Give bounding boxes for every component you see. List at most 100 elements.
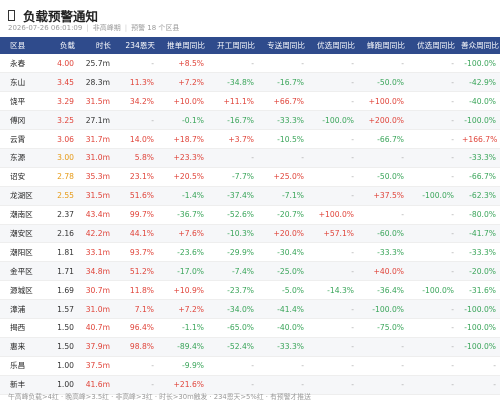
cell: -36.7% bbox=[158, 205, 208, 225]
cell: - bbox=[408, 337, 458, 357]
table-row: 金平区 1.71 34.8m 51.2% -17.0% -7.4% -25.0% - +40.0… bbox=[0, 261, 500, 282]
cell: 3.25 bbox=[44, 110, 78, 131]
cell: +200.0% bbox=[358, 110, 408, 131]
cell: - bbox=[458, 375, 500, 395]
column-header: 234恩天 bbox=[114, 37, 158, 54]
cell: 2.37 bbox=[44, 205, 78, 225]
table-row: 漳浦 1.57 31.0m 7.1% +7.2% -34.0% -41.4% - -100.0%… bbox=[0, 299, 500, 319]
cell: - bbox=[408, 167, 458, 187]
district: 源城区 bbox=[0, 280, 44, 301]
cell: 37.9m bbox=[78, 337, 114, 357]
cell: - bbox=[408, 205, 458, 225]
cell: 44.1% bbox=[114, 224, 158, 244]
cell: - bbox=[308, 337, 358, 357]
cell: -62.3% bbox=[458, 186, 500, 206]
cell: +20.5% bbox=[158, 167, 208, 187]
cell: - bbox=[308, 91, 358, 112]
district: 惠来 bbox=[0, 337, 44, 357]
cell: -100.0% bbox=[408, 280, 458, 301]
cell: +7.2% bbox=[158, 299, 208, 319]
column-header: 专送周同比 bbox=[258, 37, 308, 54]
cell: -41.4% bbox=[258, 299, 308, 319]
cell: +66.7% bbox=[258, 91, 308, 112]
district: 漳浦 bbox=[0, 299, 44, 319]
cell: +8.5% bbox=[158, 54, 208, 74]
cell: 3.06 bbox=[44, 129, 78, 149]
cell: -75.0% bbox=[358, 318, 408, 338]
table-row: 东源 3.00 31.0m 5.8% +23.3% - - - - - -33.3% bbox=[0, 148, 500, 168]
cell: +100.0% bbox=[358, 91, 408, 112]
table-row: 乐昌 1.00 37.5m - -9.9% - - - - - - bbox=[0, 356, 500, 376]
cell: - bbox=[208, 356, 258, 376]
cell: - bbox=[258, 148, 308, 168]
subtitle: 2026-07-26 06:01:09 | 非高峰期 | 预警 18 个区县 bbox=[8, 24, 180, 32]
cell: +10.9% bbox=[158, 280, 208, 301]
cell: -25.0% bbox=[258, 261, 308, 282]
cell: 5.8% bbox=[114, 148, 158, 168]
cell: -37.4% bbox=[208, 186, 258, 206]
district: 龙湖区 bbox=[0, 186, 44, 206]
district: 新丰 bbox=[0, 375, 44, 395]
cell: -100.0% bbox=[458, 299, 500, 319]
cell: +7.2% bbox=[158, 72, 208, 93]
table-row: 龙湖区 2.55 31.5m 51.6% -1.4% -37.4% -7.1% - +37.5%… bbox=[0, 186, 500, 206]
cell: 1.57 bbox=[44, 299, 78, 319]
column-header: 时长 bbox=[78, 37, 114, 54]
cell: +7.6% bbox=[158, 224, 208, 244]
cell: -100.0% bbox=[458, 110, 500, 131]
cell: 34.2% bbox=[114, 91, 158, 112]
cell: 11.8% bbox=[114, 280, 158, 301]
cell: - bbox=[308, 356, 358, 376]
cell: 4.00 bbox=[44, 54, 78, 74]
cell: 2.78 bbox=[44, 167, 78, 187]
cell: 28.3m bbox=[78, 72, 114, 93]
cell: - bbox=[408, 54, 458, 74]
district: 揭西 bbox=[0, 318, 44, 338]
cell: - bbox=[308, 72, 358, 93]
cell: - bbox=[114, 110, 158, 131]
cell: 96.4% bbox=[114, 318, 158, 338]
district: 金平区 bbox=[0, 261, 44, 282]
cell: +10.0% bbox=[158, 91, 208, 112]
cell: - bbox=[408, 356, 458, 376]
cell: -7.7% bbox=[208, 167, 258, 187]
cell: -40.0% bbox=[258, 318, 308, 338]
cell: 99.7% bbox=[114, 205, 158, 225]
district: 东源 bbox=[0, 148, 44, 168]
cell: -33.3% bbox=[258, 337, 308, 357]
cell: - bbox=[308, 318, 358, 338]
cell: -9.9% bbox=[158, 356, 208, 376]
cell: -34.8% bbox=[208, 72, 258, 93]
cell: 31.7m bbox=[78, 129, 114, 149]
cell: - bbox=[208, 54, 258, 74]
cell: 40.7m bbox=[78, 318, 114, 338]
column-header: 区县 bbox=[0, 37, 44, 54]
cell: 23.1% bbox=[114, 167, 158, 187]
column-header: 开工周同比 bbox=[208, 37, 258, 54]
cell: - bbox=[308, 261, 358, 282]
cell: 14.0% bbox=[114, 129, 158, 149]
timestamp: 2026-07-26 06:01:09 bbox=[8, 24, 83, 32]
table-row: 惠来 1.50 37.9m 98.8% -89.4% -52.4% -33.3% - - - -10… bbox=[0, 337, 500, 357]
cell: 98.8% bbox=[114, 337, 158, 357]
table-row: 新丰 1.00 41.6m - +21.6% - - - - - - bbox=[0, 375, 500, 395]
cell: - bbox=[458, 356, 500, 376]
cell: 3.00 bbox=[44, 148, 78, 168]
cell: - bbox=[114, 375, 158, 395]
cell: -33.3% bbox=[458, 242, 500, 263]
column-header: 推单周同比 bbox=[158, 37, 208, 54]
cell: 2.55 bbox=[44, 186, 78, 206]
cell: 31.5m bbox=[78, 186, 114, 206]
cell: 31.5m bbox=[78, 91, 114, 112]
cell: 34.8m bbox=[78, 261, 114, 282]
cell: -5.0% bbox=[258, 280, 308, 301]
cell: +57.1% bbox=[308, 224, 358, 244]
district: 云霄 bbox=[0, 129, 44, 149]
cell: 42.2m bbox=[78, 224, 114, 244]
cell: -89.4% bbox=[158, 337, 208, 357]
column-header: 蜂跑周同比 bbox=[358, 37, 408, 54]
column-header: 优选周同比 bbox=[408, 37, 458, 54]
cell: -50.0% bbox=[358, 72, 408, 93]
cell: -16.7% bbox=[208, 110, 258, 131]
cell: -31.6% bbox=[458, 280, 500, 301]
